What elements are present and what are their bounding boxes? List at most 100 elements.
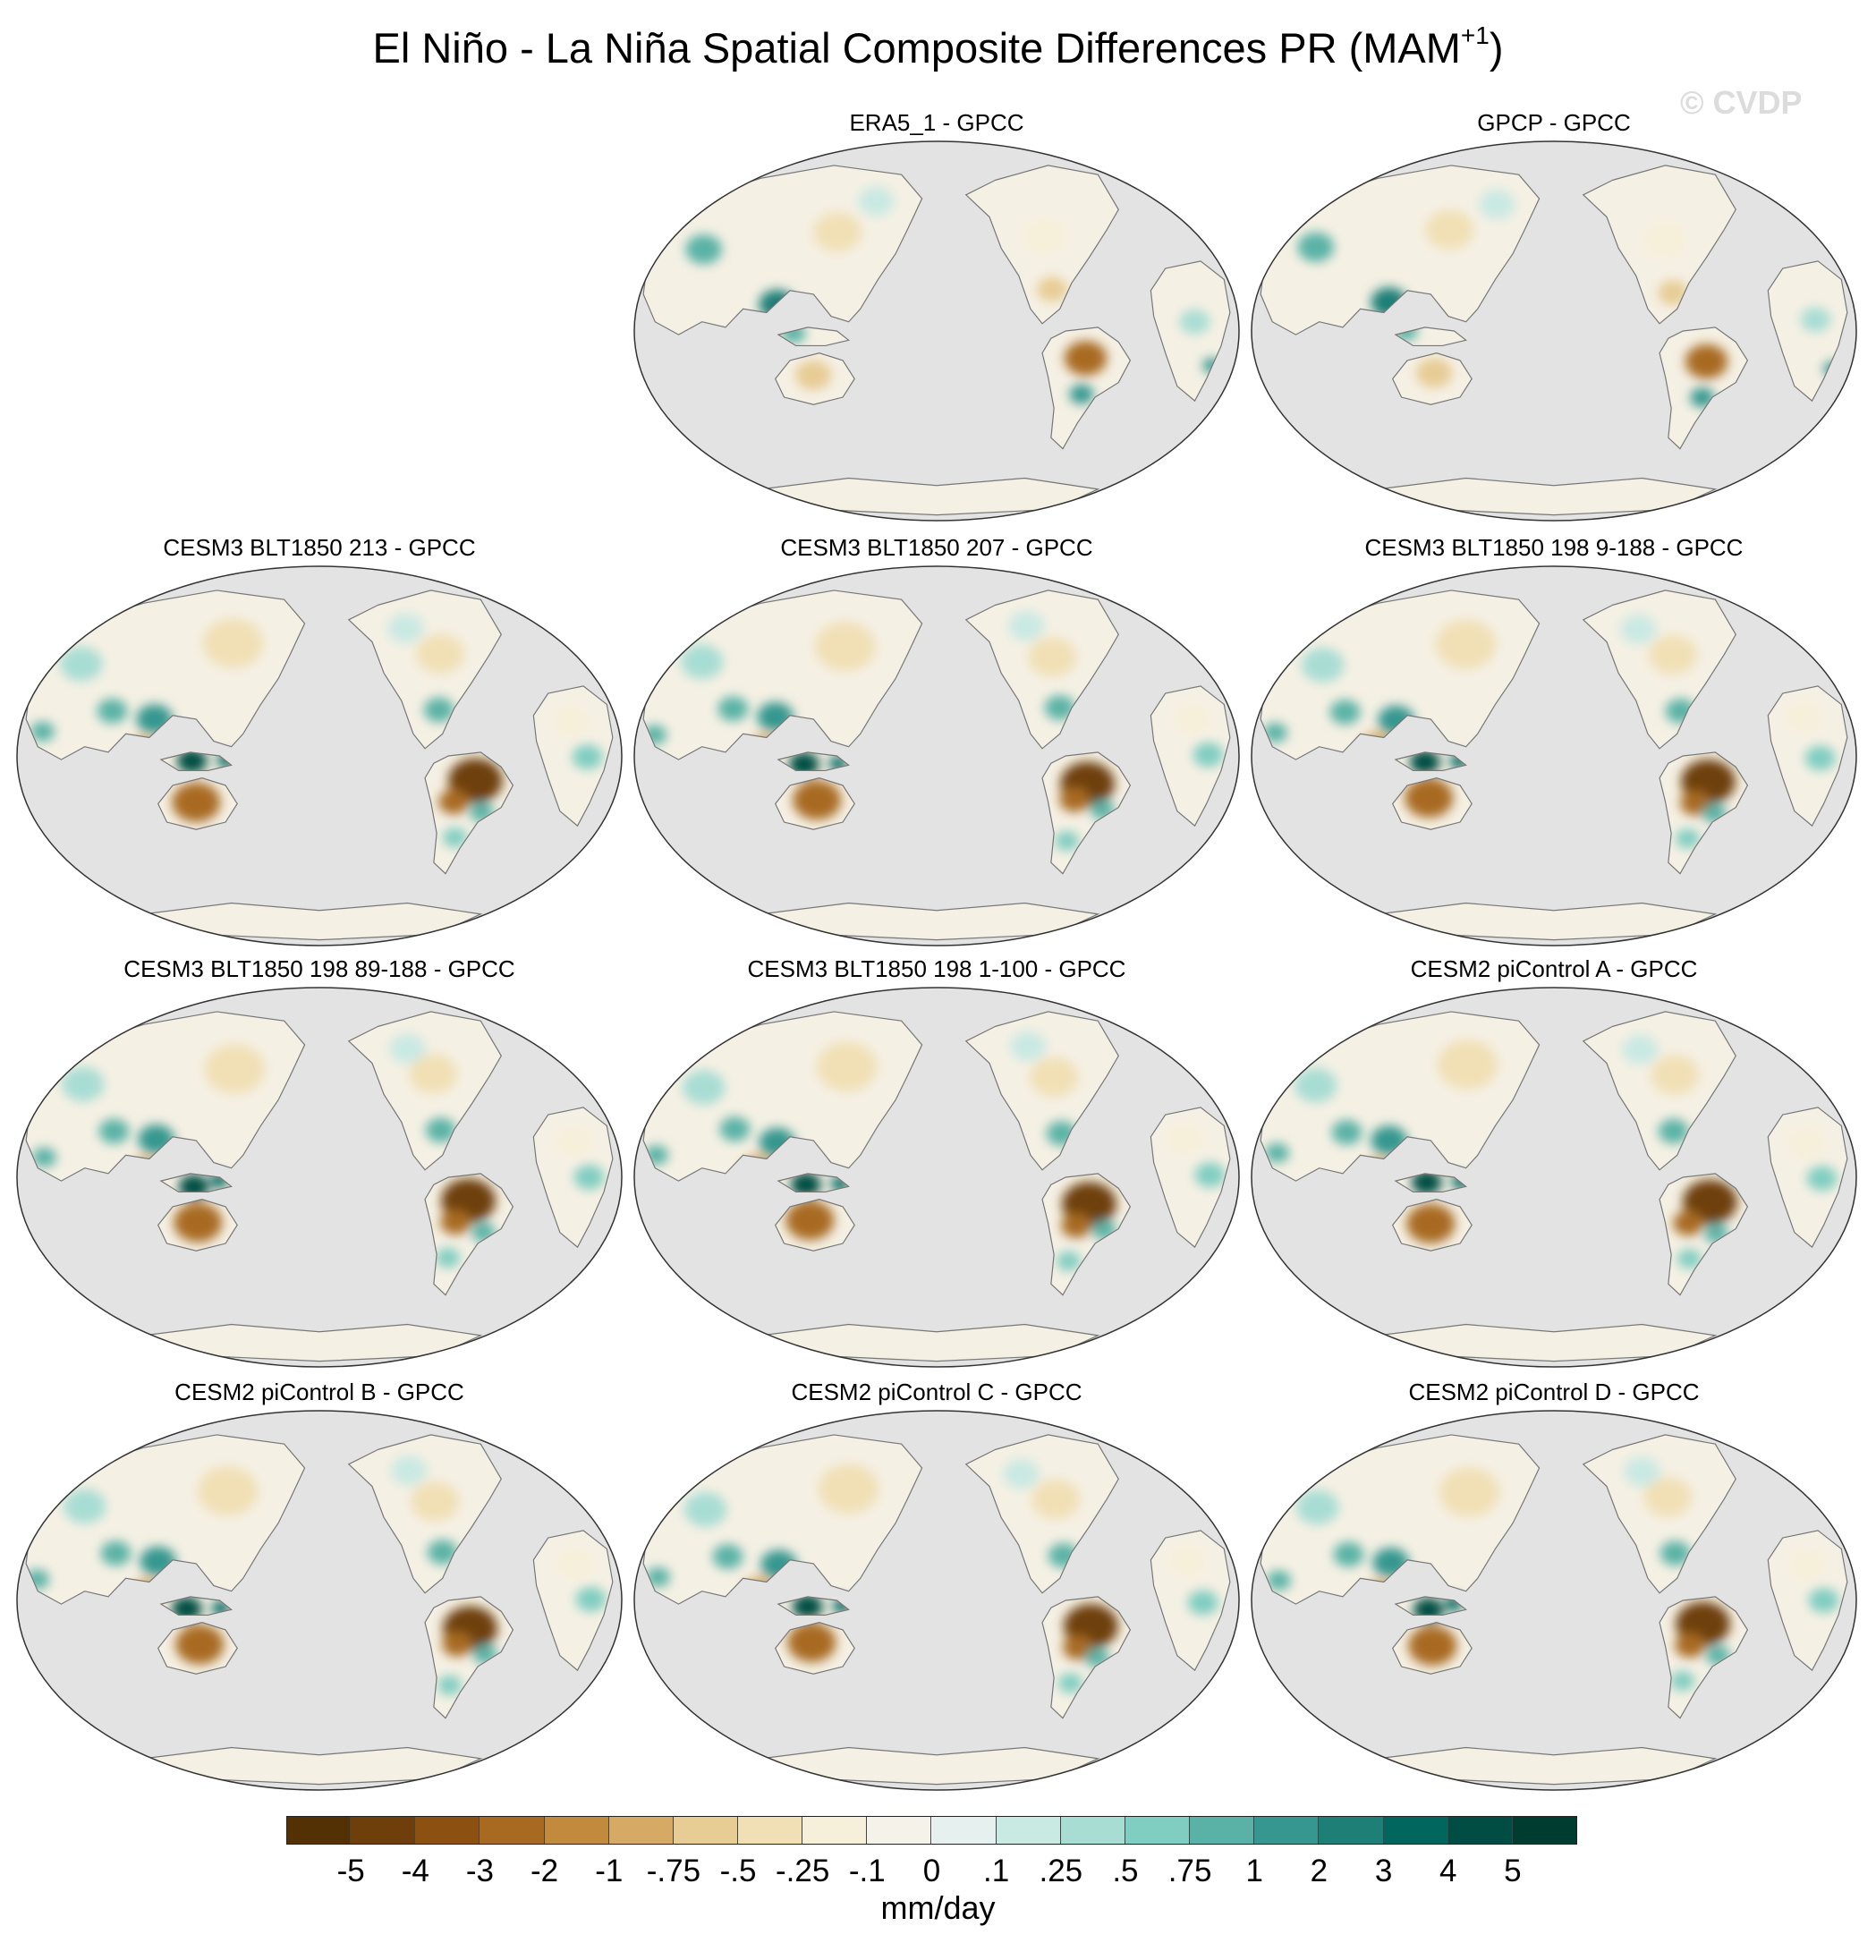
anomaly-blob <box>1680 790 1710 816</box>
precip-anomaly-field <box>644 1031 1226 1271</box>
coastline <box>760 902 1100 941</box>
anomaly-blob <box>555 1126 592 1157</box>
anomaly-blob <box>427 1540 458 1565</box>
precip-anomaly-field <box>1297 189 1842 408</box>
anomaly-blob <box>60 646 103 682</box>
colorbar-tick-label: -.25 <box>776 1854 830 1888</box>
world-map <box>16 565 623 946</box>
anomaly-blob <box>440 1209 471 1235</box>
coastline <box>1659 1596 1749 1719</box>
map-panel: CESM3 BLT1850 213 - GPCC <box>11 534 628 946</box>
anomaly-blob <box>818 1464 879 1514</box>
colorbar-tick-label: -4 <box>401 1854 429 1888</box>
anomaly-blob <box>1329 700 1361 725</box>
anomaly-blob <box>176 748 208 774</box>
anomaly-blob <box>1479 189 1515 220</box>
anomaly-blob <box>1408 1625 1457 1666</box>
panel-title: CESM3 BLT1850 207 - GPCC <box>780 534 1093 561</box>
anomaly-blob <box>787 1622 836 1662</box>
colorbar-tick-label: .25 <box>1039 1854 1083 1888</box>
anomaly-blob <box>387 613 424 643</box>
anomaly-blob <box>793 780 842 820</box>
coastline <box>1150 1530 1231 1672</box>
colorbar-tick-label: 2 <box>1310 1854 1328 1888</box>
map-border <box>1251 565 1857 946</box>
coastline <box>642 590 923 760</box>
colorbar-tick-label: -3 <box>465 1854 494 1888</box>
coastline <box>25 1011 306 1182</box>
anomaly-blob <box>1670 1671 1695 1692</box>
map-panel: CESM3 BLT1850 198 9-188 - GPCC <box>1245 534 1863 946</box>
anomaly-blob <box>1193 742 1224 768</box>
coastline <box>760 477 1100 516</box>
map-border <box>1251 987 1857 1368</box>
anomaly-blob <box>790 1172 821 1198</box>
colorbar-segment <box>802 1816 868 1845</box>
anomaly-blob <box>1439 1467 1500 1517</box>
land-layer <box>642 165 1231 516</box>
coastline <box>642 1011 923 1182</box>
anomaly-blob <box>785 1201 835 1241</box>
anomaly-blob <box>556 1548 594 1579</box>
coastline <box>1582 1011 1736 1171</box>
colorbar-tick-label: .1 <box>983 1854 1010 1888</box>
coastline <box>1260 1011 1541 1182</box>
anomaly-blob <box>1296 1489 1339 1525</box>
anomaly-blob <box>1266 1570 1291 1591</box>
coastline <box>777 327 850 347</box>
continent-antarctica <box>760 1324 1099 1362</box>
colorbar-segment <box>608 1816 674 1845</box>
precip-anomaly-field <box>1264 1034 1838 1269</box>
coastline <box>1394 751 1467 772</box>
anomaly-blob <box>1030 1057 1079 1098</box>
coastline <box>1659 751 1749 875</box>
coastline <box>1391 1199 1473 1252</box>
anomaly-blob <box>719 1116 751 1141</box>
panel-title: CESM2 piControl A - GPCC <box>1410 955 1698 982</box>
coastline <box>642 1434 923 1605</box>
coastline <box>777 751 850 772</box>
coastline <box>1394 327 1467 347</box>
anomaly-blob <box>1059 787 1090 812</box>
colorbar-segment <box>1125 1816 1191 1845</box>
land-layer <box>642 1011 1231 1362</box>
panel-title: CESM2 piControl D - GPCC <box>1408 1379 1700 1405</box>
colorbar-tick-label: -2 <box>531 1854 559 1888</box>
coastline <box>1150 1107 1231 1249</box>
coastline <box>1767 1107 1848 1249</box>
coastline <box>424 751 514 875</box>
map-panel: CESM2 piControl A - GPCC <box>1245 955 1863 1368</box>
world-map <box>633 565 1240 946</box>
anomaly-blob <box>575 1586 607 1612</box>
anomaly-blob <box>1297 232 1335 262</box>
coastline <box>25 1434 306 1605</box>
colorbar-unit-label: mm/day <box>880 1889 996 1926</box>
figure-title: El Niño - La Niña Spatial Composite Diff… <box>372 21 1504 72</box>
coastline <box>347 1011 502 1171</box>
panel-title: CESM3 BLT1850 198 89-188 - GPCC <box>123 955 515 982</box>
anomaly-blob <box>437 1675 463 1696</box>
anomaly-blob <box>197 1466 259 1516</box>
coastline <box>532 1107 614 1249</box>
continent-antarctica <box>1378 1324 1716 1362</box>
map-border <box>633 1410 1240 1791</box>
map-panel: CESM3 BLT1850 198 1-100 - GPCC <box>628 955 1245 1368</box>
anomaly-blob <box>683 1070 726 1105</box>
colorbar-segment <box>544 1816 609 1845</box>
coastline <box>1767 685 1848 827</box>
world-map <box>16 1410 623 1791</box>
anomaly-blob <box>438 789 470 815</box>
continent-antarctica <box>760 478 1099 515</box>
coastline <box>1041 1173 1132 1296</box>
anomaly-blob <box>1044 695 1075 720</box>
coastline <box>159 1173 233 1193</box>
colorbar <box>286 1816 1577 1845</box>
colorbar-segment <box>1512 1816 1577 1845</box>
coastline <box>1260 1434 1541 1605</box>
anomaly-blob <box>1263 723 1288 743</box>
colorbar-segment <box>867 1816 932 1845</box>
colorbar-tick-label: -.5 <box>719 1854 757 1888</box>
map-border <box>16 1410 623 1791</box>
coastline <box>424 1173 514 1296</box>
anomaly-blob <box>442 827 467 848</box>
